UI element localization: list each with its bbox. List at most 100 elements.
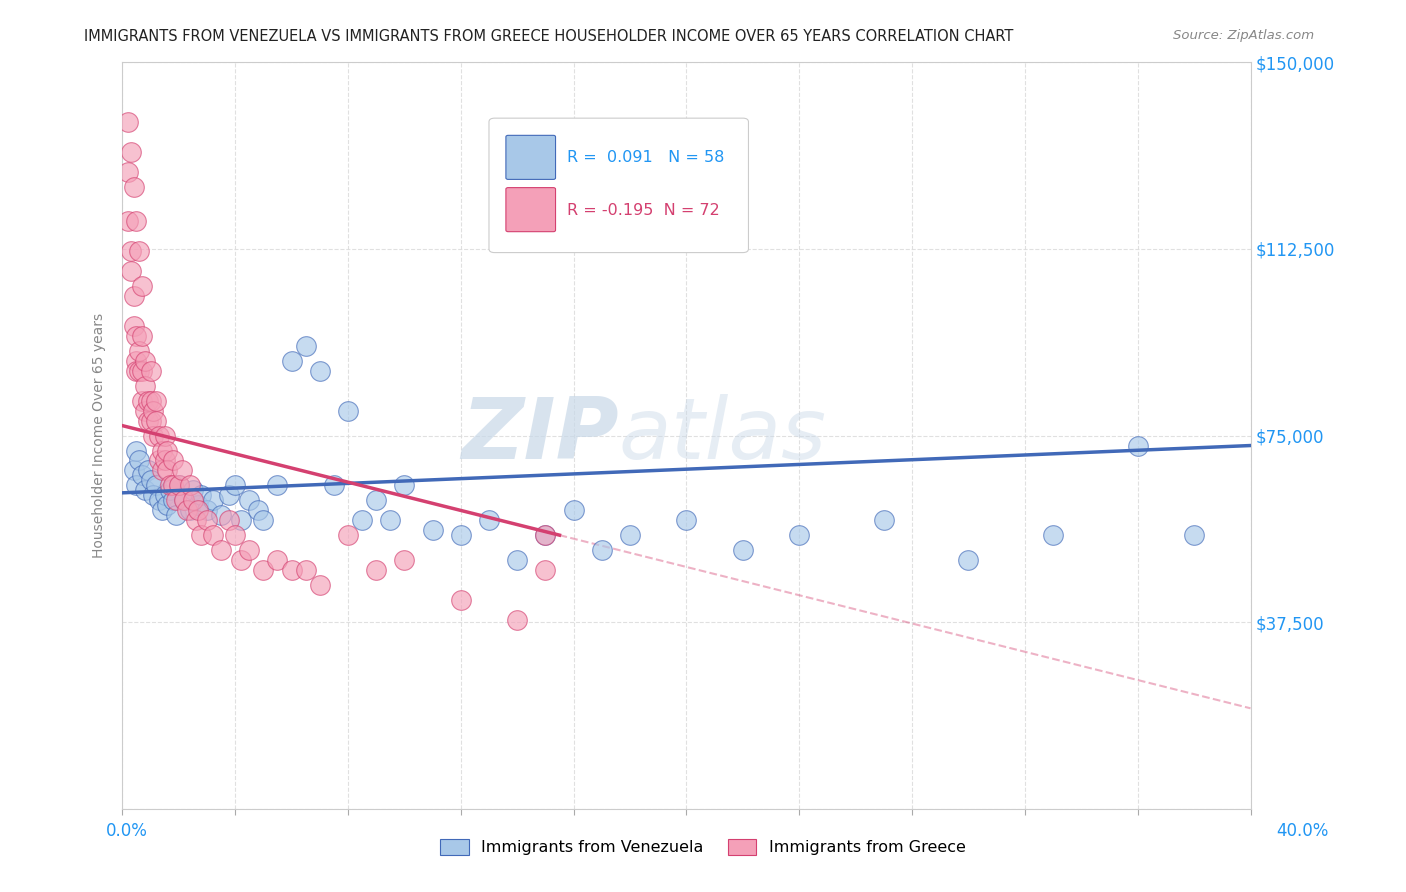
Point	[131, 279, 153, 293]
Point	[150, 503, 173, 517]
Point	[957, 553, 980, 567]
Point	[120, 145, 142, 159]
Legend: Immigrants from Venezuela, Immigrants from Greece: Immigrants from Venezuela, Immigrants fr…	[433, 832, 973, 862]
Point	[294, 339, 316, 353]
Point	[266, 478, 288, 492]
Point	[450, 528, 472, 542]
Point	[125, 329, 148, 343]
FancyBboxPatch shape	[506, 187, 555, 232]
Point	[134, 378, 156, 392]
Point	[142, 488, 165, 502]
Point	[131, 364, 153, 378]
Point	[190, 488, 212, 502]
Point	[534, 563, 557, 577]
Text: 40.0%: 40.0%	[1277, 822, 1329, 840]
Point	[131, 393, 153, 408]
Point	[139, 393, 162, 408]
Point	[246, 503, 269, 517]
Point	[165, 493, 187, 508]
Point	[117, 115, 139, 129]
Point	[238, 543, 260, 558]
Point	[156, 443, 179, 458]
Point	[266, 553, 288, 567]
Point	[145, 393, 167, 408]
Point	[117, 164, 139, 178]
Point	[136, 414, 159, 428]
Point	[591, 543, 613, 558]
Point	[252, 563, 274, 577]
Text: 0.0%: 0.0%	[105, 822, 148, 840]
Point	[675, 513, 697, 527]
Point	[181, 493, 204, 508]
Point	[120, 264, 142, 278]
Point	[787, 528, 810, 542]
Point	[125, 478, 148, 492]
Point	[308, 364, 330, 378]
Point	[218, 488, 240, 502]
Point	[136, 393, 159, 408]
Point	[162, 493, 184, 508]
Point	[352, 513, 374, 527]
Point	[139, 364, 162, 378]
Point	[173, 493, 195, 508]
Point	[159, 483, 181, 498]
Point	[136, 463, 159, 477]
Point	[153, 488, 176, 502]
Point	[422, 523, 444, 537]
Point	[450, 593, 472, 607]
Point	[150, 443, 173, 458]
Text: R =  0.091   N = 58: R = 0.091 N = 58	[567, 150, 724, 165]
Point	[122, 319, 145, 334]
FancyBboxPatch shape	[506, 136, 555, 179]
Point	[322, 478, 344, 492]
Point	[201, 493, 224, 508]
Point	[173, 493, 195, 508]
Point	[478, 513, 501, 527]
Point	[128, 244, 150, 259]
Point	[252, 513, 274, 527]
Point	[506, 553, 529, 567]
Point	[201, 528, 224, 542]
Point	[873, 513, 896, 527]
Point	[122, 179, 145, 194]
Point	[125, 364, 148, 378]
Point	[195, 503, 218, 517]
Point	[1182, 528, 1205, 542]
Point	[153, 428, 176, 442]
Point	[229, 513, 252, 527]
FancyBboxPatch shape	[489, 118, 748, 252]
Point	[366, 563, 388, 577]
Point	[1126, 438, 1149, 452]
Point	[156, 498, 179, 512]
Point	[224, 478, 246, 492]
Point	[125, 354, 148, 368]
Point	[148, 428, 170, 442]
Point	[162, 453, 184, 467]
Text: IMMIGRANTS FROM VENEZUELA VS IMMIGRANTS FROM GREECE HOUSEHOLDER INCOME OVER 65 Y: IMMIGRANTS FROM VENEZUELA VS IMMIGRANTS …	[84, 29, 1014, 44]
Point	[187, 503, 209, 517]
Point	[153, 453, 176, 467]
Point	[336, 403, 359, 417]
Point	[131, 468, 153, 483]
Point	[209, 543, 232, 558]
Point	[139, 414, 162, 428]
Point	[179, 478, 201, 492]
Point	[148, 453, 170, 467]
Point	[165, 508, 187, 523]
Point	[128, 364, 150, 378]
Point	[238, 493, 260, 508]
Point	[179, 503, 201, 517]
Point	[120, 244, 142, 259]
Point	[148, 493, 170, 508]
Point	[176, 503, 198, 517]
Point	[134, 483, 156, 498]
Point	[187, 498, 209, 512]
Point	[190, 528, 212, 542]
Point	[142, 403, 165, 417]
Point	[117, 214, 139, 228]
Point	[181, 483, 204, 498]
Text: ZIP: ZIP	[461, 394, 619, 477]
Point	[150, 463, 173, 477]
Point	[562, 503, 585, 517]
Text: R = -0.195  N = 72: R = -0.195 N = 72	[567, 202, 720, 218]
